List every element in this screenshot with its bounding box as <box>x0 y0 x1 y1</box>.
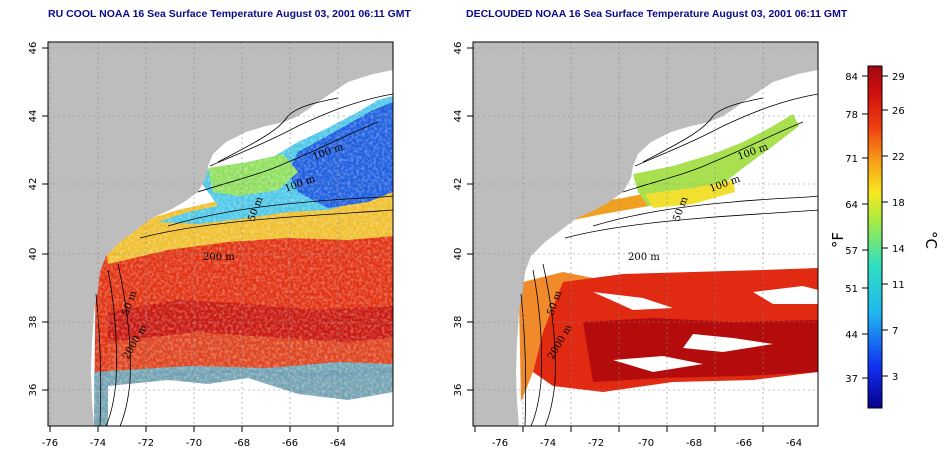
left-lon-76: -76 <box>42 438 58 449</box>
colorbar-f-64: 64 <box>845 200 858 211</box>
right-lon-70: -70 <box>638 438 654 449</box>
colorbar-c-3: 3 <box>892 372 898 383</box>
colorbar-c-18: 18 <box>892 198 905 209</box>
left-lon-66: -66 <box>282 438 298 449</box>
right-sst-green-band <box>633 114 799 206</box>
left-lat-44: 44 <box>28 110 39 123</box>
right-panel-title: DECLOUDED NOAA 16 Sea Surface Temperatur… <box>466 8 848 20</box>
left-map: 100 m 100 m 50 m 200 m 50 m 2000 m <box>48 42 393 426</box>
left-lon-ticks <box>49 426 339 432</box>
right-cloud-gap-3 <box>613 356 703 372</box>
left-panel-title: RU COOL NOAA 16 Sea Surface Temperature … <box>48 8 411 20</box>
left-label-200m: 200 m <box>203 252 235 263</box>
right-lat-36: 36 <box>453 384 464 397</box>
left-lat-36: 36 <box>28 384 39 397</box>
colorbar-c-29: 29 <box>892 72 905 83</box>
right-label-200m: 200 m <box>628 252 660 263</box>
right-lon-68: -68 <box>686 438 702 449</box>
colorbar-c-14: 14 <box>892 244 905 255</box>
right-lat-ticks <box>467 47 473 391</box>
left-lon-72: -72 <box>138 438 154 449</box>
colorbar-f-71: 71 <box>845 154 858 165</box>
left-lon-64: -64 <box>330 438 346 449</box>
left-map-frame <box>47 41 394 427</box>
colorbar-f-44: 44 <box>845 330 858 341</box>
right-lat-40: 40 <box>453 248 464 261</box>
right-lon-ticks <box>474 426 764 432</box>
left-lon-74: -74 <box>90 438 106 449</box>
right-lon-74: -74 <box>540 438 556 449</box>
right-lon-72: -72 <box>588 438 604 449</box>
colorbar-c-ticks <box>882 75 888 377</box>
colorbar-f-78: 78 <box>845 110 858 121</box>
right-sst-inshore-orange <box>519 272 593 402</box>
colorbar-c-26: 26 <box>892 106 905 117</box>
right-gridlines <box>473 42 818 426</box>
colorbar-c-7: 7 <box>892 326 898 337</box>
colorbar-c-11: 11 <box>892 280 905 291</box>
right-isobath-contours <box>520 93 818 426</box>
right-sst-hot-core <box>583 318 818 382</box>
colorbar-f-84: 84 <box>845 72 858 83</box>
left-lat-38: 38 <box>28 316 39 329</box>
colorbar-f-37: 37 <box>845 374 858 385</box>
right-lon-66: -66 <box>736 438 752 449</box>
left-lat-40: 40 <box>28 248 39 261</box>
right-lat-46: 46 <box>453 42 464 55</box>
left-gridlines <box>48 42 393 426</box>
left-isobath-contours <box>95 93 393 426</box>
right-lon-76: -76 <box>492 438 508 449</box>
colorbar <box>867 65 883 409</box>
colorbar-f-unit-label: °F <box>829 232 847 248</box>
right-lon-64: -64 <box>786 438 802 449</box>
right-cloud-gap-4 <box>753 286 818 304</box>
right-cloud-gap-1 <box>593 292 673 310</box>
right-lat-38: 38 <box>453 316 464 329</box>
colorbar-f-ticks <box>862 75 868 379</box>
left-lat-ticks <box>42 47 48 391</box>
colorbar-c-unit-label: °C <box>922 231 940 249</box>
right-lat-44: 44 <box>453 110 464 123</box>
left-lat-46: 46 <box>28 42 39 55</box>
left-lat-42: 42 <box>28 178 39 191</box>
colorbar-f-57: 57 <box>845 246 858 257</box>
left-lon-70: -70 <box>186 438 202 449</box>
left-lon-68: -68 <box>234 438 250 449</box>
right-sst-yellow-band <box>645 180 735 208</box>
right-lat-42: 42 <box>453 178 464 191</box>
colorbar-c-22: 22 <box>892 152 905 163</box>
right-map: 100 m 100 m 50 m 200 m 50 m 2000 m <box>473 42 818 426</box>
right-map-frame <box>472 41 819 427</box>
colorbar-f-51: 51 <box>845 284 858 295</box>
right-cloud-gap-2 <box>683 334 773 352</box>
